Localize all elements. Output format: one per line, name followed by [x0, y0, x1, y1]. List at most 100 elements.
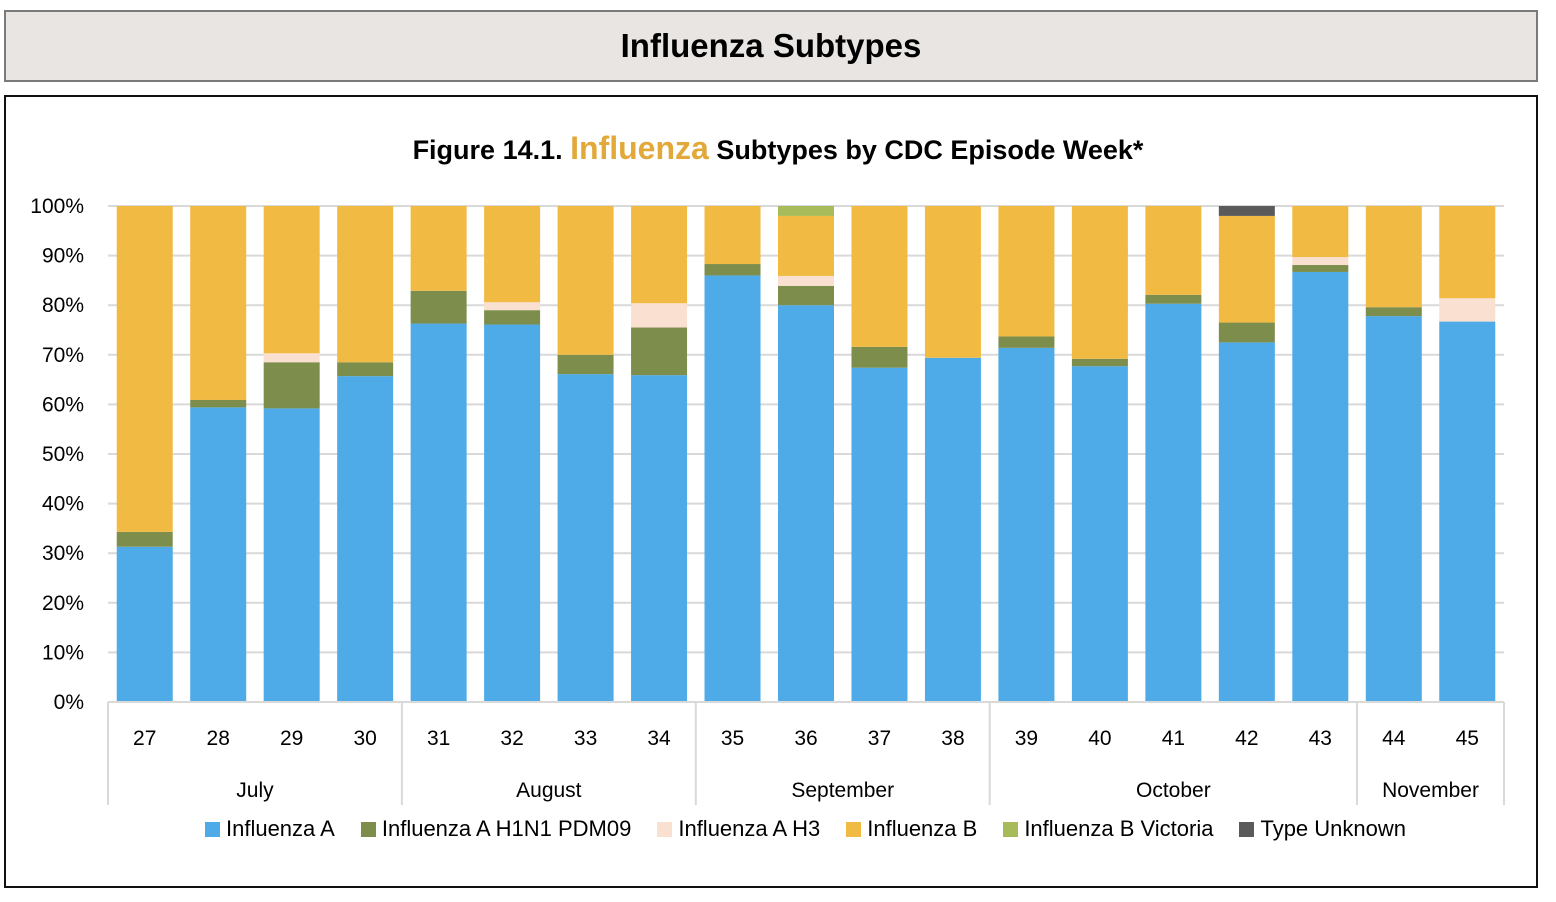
x-tick-label: 30 [353, 727, 376, 750]
bar-segment-influenza-b [1071, 206, 1128, 359]
bar-segment-influenza-b [484, 206, 541, 303]
bar-segment-influenza-a-h1n1-pdm09 [190, 399, 247, 408]
chart-title-suffix: Subtypes by CDC Episode Week* [716, 135, 1144, 165]
legend-item: Type Unknown [1239, 816, 1406, 842]
bar-segment-influenza-a [924, 357, 981, 702]
x-tick-label: 31 [427, 727, 450, 750]
x-tick-label: 41 [1162, 727, 1185, 750]
bar-segment-influenza-b [337, 206, 394, 363]
bar-segment-influenza-b [1365, 206, 1422, 308]
bar-segment-influenza-a [190, 407, 247, 702]
bar-segment-type-unknown [1218, 206, 1275, 216]
bar-segment-influenza-a-h1n1-pdm09 [1218, 322, 1275, 343]
y-tick-label: 20% [42, 592, 84, 615]
legend-swatch [1239, 821, 1255, 837]
legend-label: Influenza B [867, 816, 978, 841]
legend-swatch [657, 821, 673, 837]
x-tick-label: 32 [500, 727, 523, 750]
bar-segment-influenza-a [557, 374, 614, 702]
bar-segment-influenza-a-h1n1-pdm09 [778, 285, 834, 306]
bar-segment-influenza-a-h1n1-pdm09 [263, 362, 320, 409]
bar-segment-influenza-a [778, 305, 834, 702]
bar-segment-influenza-a-h1n1-pdm09 [410, 290, 467, 324]
x-tick-label: 39 [1015, 727, 1038, 750]
bar-segment-influenza-a-h1n1-pdm09 [998, 336, 1055, 348]
bar-segment-influenza-a-h1n1-pdm09 [1365, 307, 1422, 317]
legend-item: Influenza A H1N1 PDM09 [360, 816, 632, 842]
bar-segment-influenza-a-h1n1-pdm09 [1292, 265, 1349, 272]
x-tick-label: 34 [647, 727, 671, 750]
chart-title-accent: Influenza [570, 130, 709, 166]
bar-segment-influenza-b [1145, 206, 1202, 295]
month-label: September [791, 779, 894, 802]
bar-segment-influenza-b [1292, 206, 1349, 258]
bar-segment-influenza-a-h3 [263, 353, 320, 363]
legend-item: Influenza B Victoria [1003, 816, 1213, 842]
x-tick-label: 42 [1235, 727, 1258, 750]
x-tick-label: 27 [133, 727, 156, 750]
bar-segment-influenza-b [1218, 215, 1275, 323]
legend-swatch [360, 821, 376, 837]
x-tick-label: 33 [574, 727, 597, 750]
chart-title: Figure 14.1. Influenza Subtypes by CDC E… [0, 130, 1556, 167]
bar-segment-influenza-b [778, 215, 834, 276]
bar-segment-influenza-a [484, 324, 541, 702]
y-tick-label: 60% [42, 393, 84, 416]
bar-segment-influenza-b [410, 206, 467, 291]
month-label: November [1382, 779, 1479, 802]
bar-segment-influenza-a-h1n1-pdm09 [1145, 294, 1202, 304]
x-tick-label: 37 [868, 727, 891, 750]
bar-segment-influenza-b [116, 206, 173, 532]
bar-segment-influenza-b [924, 206, 981, 358]
bar-segment-influenza-b [998, 206, 1055, 337]
bar-segment-influenza-b [1439, 206, 1496, 299]
x-tick-label: 43 [1309, 727, 1332, 750]
x-tick-label: 35 [721, 727, 744, 750]
bar-segment-influenza-a [998, 347, 1055, 702]
legend-label: Influenza A H3 [678, 816, 821, 841]
bar-segment-influenza-a-h3 [631, 303, 688, 328]
bar-segment-influenza-b [704, 206, 761, 265]
bar-segment-influenza-a [704, 275, 761, 702]
y-tick-label: 40% [42, 493, 84, 516]
bar-segment-influenza-a [851, 367, 908, 702]
bar-segment-influenza-a [631, 375, 688, 702]
bar-segment-influenza-a-h3 [778, 275, 834, 286]
bar-segment-influenza-a-h1n1-pdm09 [1071, 358, 1128, 367]
chart-legend: Influenza A Influenza A H1N1 PDM09 Influen… [0, 816, 1556, 842]
y-tick-label: 80% [42, 294, 84, 317]
bar-segment-influenza-a-h1n1-pdm09 [851, 346, 908, 368]
y-tick-label: 70% [42, 344, 84, 367]
bar-segment-influenza-a [1145, 303, 1202, 702]
bar-segment-influenza-b [557, 206, 614, 355]
legend-label: Type Unknown [1260, 816, 1406, 841]
bar-segment-influenza-a [337, 376, 394, 702]
bar-segment-influenza-a-h1n1-pdm09 [557, 354, 614, 375]
y-tick-label: 90% [42, 245, 84, 268]
legend-item: Influenza A [204, 816, 335, 842]
y-tick-label: 0% [54, 691, 84, 714]
legend-swatch [204, 821, 220, 837]
bar-segment-influenza-a-h1n1-pdm09 [116, 531, 173, 547]
x-tick-label: 28 [207, 727, 230, 750]
legend-label: Influenza A H1N1 PDM09 [381, 816, 632, 841]
bar-segment-influenza-a-h3 [484, 302, 541, 311]
bar-segment-influenza-a [1292, 271, 1349, 702]
y-tick-label: 10% [42, 641, 84, 664]
bar-segment-influenza-a-h3 [1439, 298, 1496, 322]
month-label: August [516, 779, 582, 802]
y-tick-label: 100% [30, 195, 84, 218]
bar-segment-influenza-b [190, 206, 247, 400]
bar-segment-influenza-a-h1n1-pdm09 [631, 327, 688, 376]
y-tick-label: 30% [42, 542, 84, 565]
bar-segment-influenza-a [410, 323, 467, 702]
x-tick-label: 44 [1382, 727, 1406, 750]
x-tick-label: 36 [794, 727, 817, 750]
bar-segment-influenza-b-victoria [778, 206, 834, 216]
x-tick-label: 45 [1456, 727, 1479, 750]
bar-segment-influenza-a [1071, 366, 1128, 702]
bar-segment-influenza-a-h1n1-pdm09 [337, 362, 394, 377]
legend-item: Influenza A H3 [657, 816, 820, 842]
bar-segment-influenza-a [1439, 321, 1496, 702]
